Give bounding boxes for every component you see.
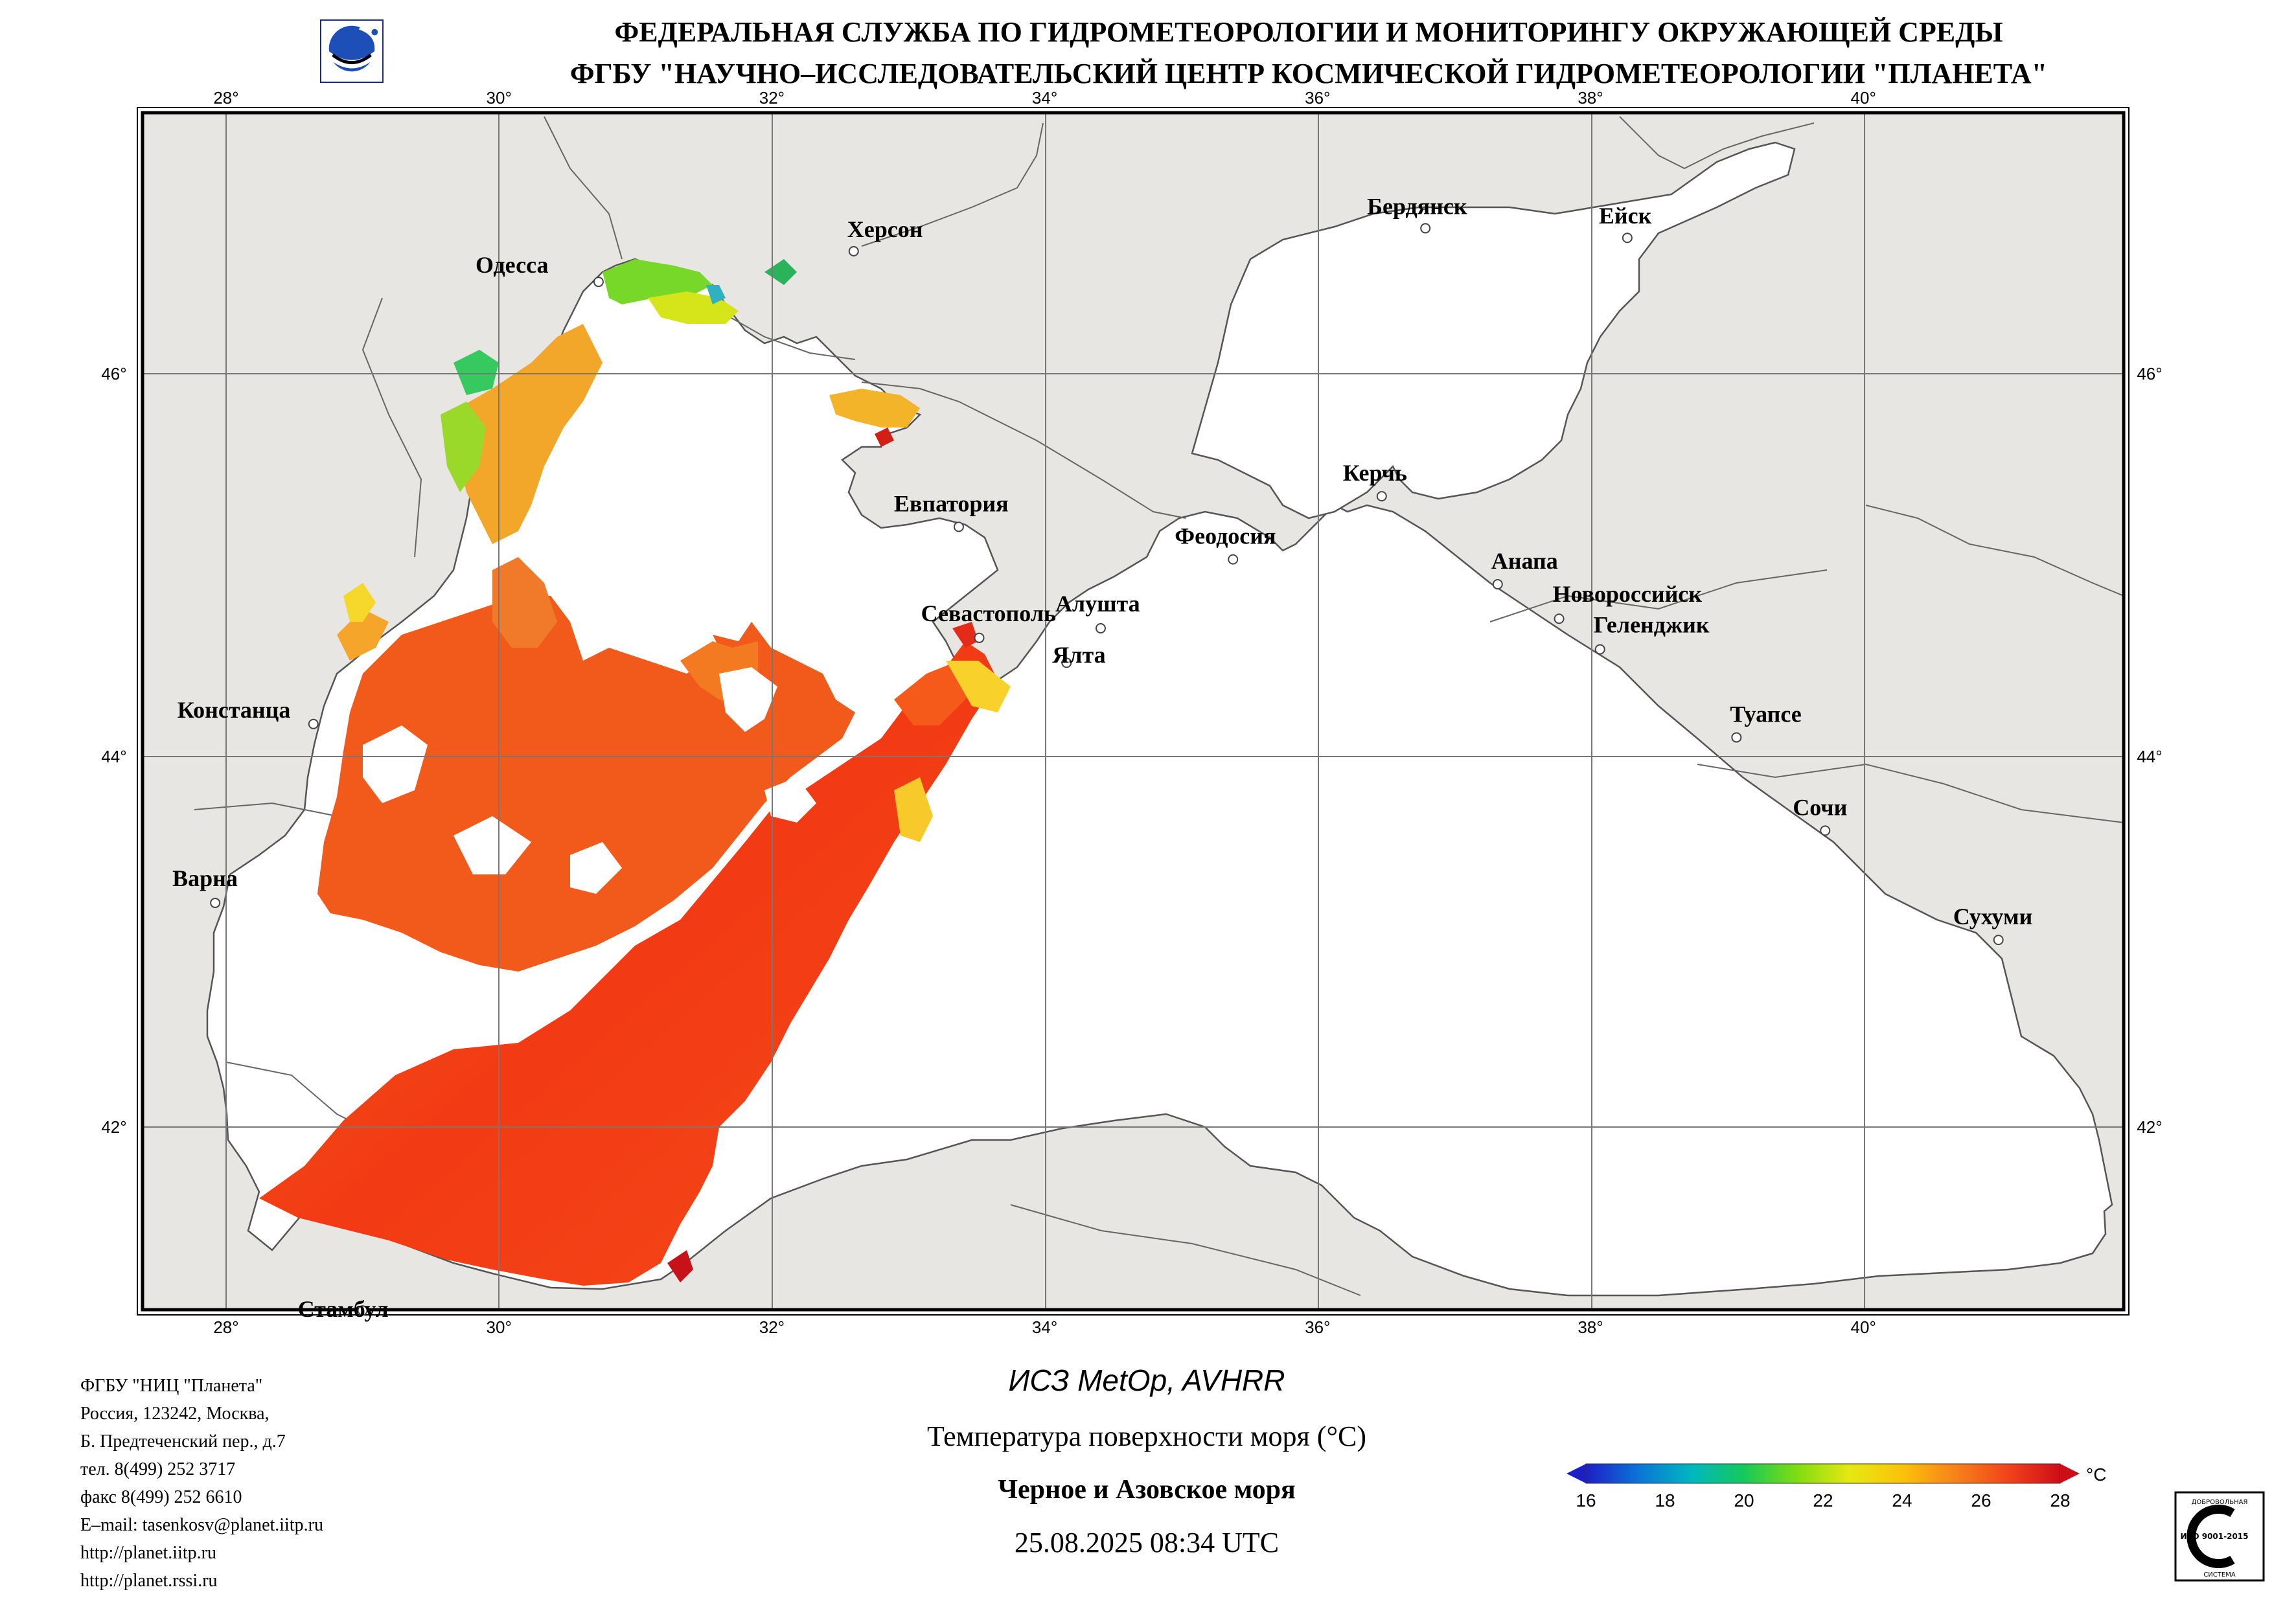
lon-tick-label-top: 40°	[1851, 88, 1876, 108]
city-label: Туапсе	[1730, 701, 1801, 727]
org-line: тел. 8(499) 252 3717	[80, 1459, 236, 1479]
city-marker-dot	[848, 245, 859, 256]
org-line[interactable]: http://planet.rssi.ru	[80, 1571, 218, 1591]
city-label: Одесса	[476, 252, 549, 278]
city-marker-dot	[1376, 491, 1387, 502]
planeta-logo	[320, 19, 384, 83]
lon-tick-label-bottom: 28°	[213, 1317, 238, 1337]
city-label: Феодосия	[1175, 523, 1276, 549]
city-marker-dot	[1554, 613, 1565, 624]
org-line: Б. Предтеченский пер., д.7	[80, 1431, 286, 1452]
lon-tick-label-bottom: 34°	[1032, 1317, 1057, 1337]
city-marker-dot	[1622, 233, 1633, 244]
colorbar-tick-label: 16	[1576, 1490, 1596, 1510]
city-marker-dot	[593, 277, 604, 288]
city-label: Сухуми	[1953, 904, 2033, 929]
city-marker-dot	[1594, 644, 1605, 655]
city-label: Новороссийск	[1553, 581, 1703, 607]
lon-tick-label-top: 30°	[487, 88, 512, 108]
colorbar-gradient	[1585, 1463, 2061, 1484]
city-label: Евпатория	[894, 490, 1009, 516]
city-label: Анапа	[1491, 548, 1558, 574]
header-line-1: ФЕДЕРАЛЬНАЯ СЛУЖБА ПО ГИДРОМЕТЕОРОЛОГИИ …	[614, 16, 2003, 48]
colorbar-tick-label: 28	[2050, 1490, 2070, 1510]
city-markers: Одесса Херсон Бердянск Ейск Евпатория Керчь Фе…	[172, 193, 2032, 1322]
city-label: Херсон	[847, 216, 923, 242]
city-marker-dot	[1228, 554, 1239, 565]
org-line: ФГБУ "НИЦ "Планета"	[80, 1376, 263, 1396]
lon-tick-label-top: 28°	[213, 88, 238, 108]
datetime-label: 25.08.2025 08:34 UTC	[1014, 1527, 1280, 1558]
satellite-title: ИСЗ MetOp, AVHRR	[1008, 1363, 1285, 1397]
city-marker-dot	[974, 632, 985, 643]
lat-tick-label-right: 46°	[2137, 364, 2162, 383]
iso-mid-text: ИСО 9001-2015	[2180, 1532, 2248, 1541]
iso-certification-badge: ДОБРОВОЛЬНАЯ ИСО 9001-2015 СИСТЕМА	[2174, 1491, 2265, 1582]
city-label: Севастополь	[921, 600, 1057, 626]
lon-tick-label-top: 32°	[759, 88, 785, 108]
colorbar-tick-label: 20	[1734, 1490, 1754, 1510]
colorbar-high-arrow	[2060, 1464, 2080, 1483]
city-label: Керчь	[1343, 460, 1407, 486]
parameter-title: Температура поверхности моря (°C)	[926, 1420, 1367, 1452]
lon-tick-label-top: 34°	[1032, 88, 1057, 108]
lat-tick-label-left: 42°	[101, 1117, 126, 1137]
city-label: Геленджик	[1594, 612, 1710, 638]
sea-of-azov	[1191, 141, 1796, 519]
lon-tick-label-top: 38°	[1578, 88, 1603, 108]
city-label: Стамбул	[298, 1296, 389, 1322]
iso-top-text: ДОБРОВОЛЬНАЯ	[2192, 1499, 2248, 1506]
city-marker-dot	[1061, 657, 1072, 668]
city-marker-dot	[1420, 223, 1431, 234]
organization-info: ФГБУ "НИЦ "Планета" Россия, 123242, Моск…	[80, 1372, 323, 1595]
lon-tick-label-bottom: 32°	[759, 1317, 785, 1337]
city-marker-dot	[308, 718, 319, 729]
lat-tick-label-left: 44°	[101, 747, 126, 766]
header-line-2: ФГБУ "НАУЧНО–ИССЛЕДОВАТЕЛЬСКИЙ ЦЕНТР КОС…	[569, 58, 2048, 89]
lon-tick-label-bottom: 30°	[487, 1317, 512, 1337]
lon-tick-label-top: 36°	[1305, 88, 1330, 108]
city-label: Ялта	[1052, 642, 1105, 668]
city-marker-dot	[1993, 935, 2004, 946]
coast-details	[194, 116, 2124, 1296]
lat-tick-label-right: 44°	[2137, 747, 2162, 766]
city-label: Алушта	[1055, 591, 1140, 617]
lon-tick-label-bottom: 40°	[1851, 1317, 1876, 1337]
colorbar-tick-label: 18	[1655, 1490, 1675, 1510]
city-label: Констанца	[178, 697, 291, 723]
city-label: Бердянск	[1367, 193, 1467, 219]
city-marker-dot	[1731, 732, 1742, 743]
iso-bottom-text: СИСТЕМА	[2203, 1571, 2236, 1579]
city-label: Варна	[172, 865, 238, 891]
colorbar-tick-label: 22	[1813, 1490, 1833, 1510]
axis-ticks: 28° 28° 30° 30° 32° 32° 34° 34° 36° 36° 38° 38° 40° 4…	[101, 88, 2162, 1337]
colorbar-low-arrow	[1567, 1464, 1586, 1483]
city-marker-dot	[953, 521, 964, 532]
grid-lines	[143, 113, 2124, 1310]
sst-data	[259, 259, 1011, 1286]
org-line[interactable]: E–mail: tasenkosv@planet.iitp.ru	[80, 1515, 323, 1535]
lon-tick-label-bottom: 38°	[1578, 1317, 1603, 1337]
lon-tick-label-bottom: 36°	[1305, 1317, 1330, 1337]
map-frame	[137, 107, 2130, 1316]
city-label: Ейск	[1599, 203, 1652, 229]
colorbar-tick-label: 26	[1971, 1490, 1991, 1510]
region-title: Черное и Азовское моря	[998, 1475, 1296, 1505]
city-marker-dot	[1820, 825, 1831, 836]
city-marker-dot	[1492, 579, 1503, 590]
org-line: факс 8(499) 252 6610	[80, 1487, 242, 1507]
lat-tick-label-right: 42°	[2137, 1117, 2162, 1137]
city-marker-dot	[1095, 623, 1106, 634]
lat-tick-label-left: 46°	[101, 364, 126, 383]
org-line: Россия, 123242, Москва,	[80, 1404, 270, 1424]
org-line[interactable]: http://planet.iitp.ru	[80, 1543, 216, 1563]
city-marker-dot	[357, 1305, 368, 1316]
colorbar: 16 18 20 22 24 26 28 °C	[1567, 1463, 2106, 1510]
city-label: Сочи	[1793, 794, 1847, 820]
city-marker-dot	[210, 897, 221, 908]
colorbar-tick-label: 24	[1892, 1490, 1912, 1510]
colorbar-unit: °C	[2086, 1465, 2106, 1485]
